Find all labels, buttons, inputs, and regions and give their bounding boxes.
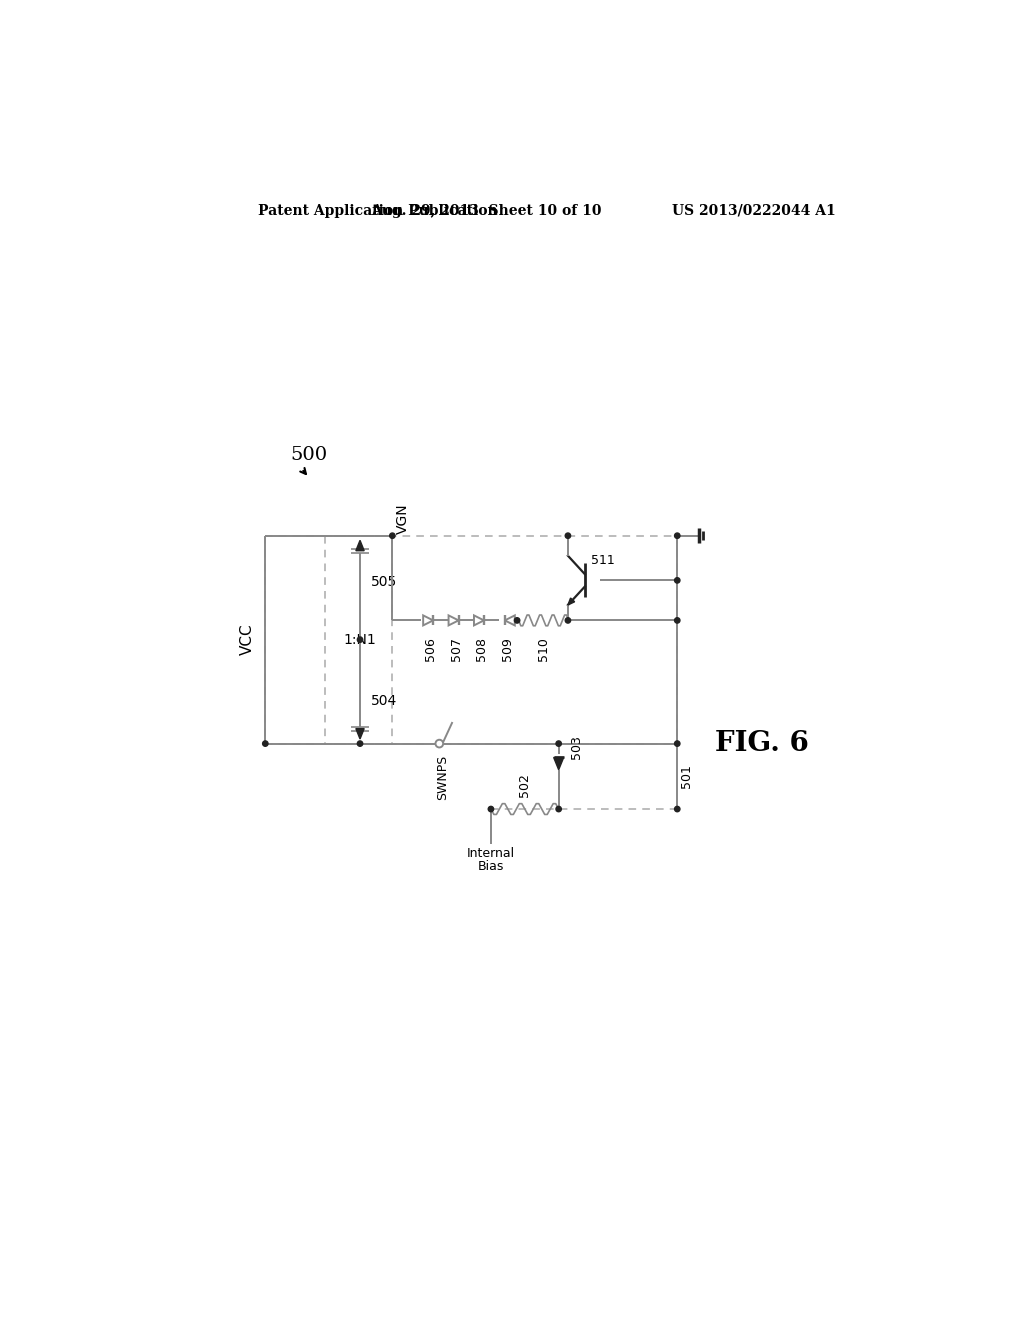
Circle shape xyxy=(675,807,680,812)
Circle shape xyxy=(565,618,570,623)
Text: SWNPS: SWNPS xyxy=(436,755,449,800)
Circle shape xyxy=(675,618,680,623)
Circle shape xyxy=(675,578,680,583)
Text: VCC: VCC xyxy=(240,624,255,656)
Text: 1:N1: 1:N1 xyxy=(344,632,377,647)
Polygon shape xyxy=(554,758,563,770)
Circle shape xyxy=(390,533,395,539)
Text: 510: 510 xyxy=(538,638,550,661)
Text: Internal: Internal xyxy=(467,847,515,861)
Polygon shape xyxy=(568,598,574,605)
Circle shape xyxy=(556,741,561,746)
Circle shape xyxy=(675,533,680,539)
Text: Bias: Bias xyxy=(478,859,504,873)
Text: 506: 506 xyxy=(424,638,437,661)
Text: FIG. 6: FIG. 6 xyxy=(715,730,809,758)
Text: 509: 509 xyxy=(501,638,514,661)
Text: Patent Application Publication: Patent Application Publication xyxy=(258,203,498,218)
Text: US 2013/0222044 A1: US 2013/0222044 A1 xyxy=(673,203,837,218)
Text: 500: 500 xyxy=(291,446,328,463)
Circle shape xyxy=(262,741,268,746)
Text: 503: 503 xyxy=(570,735,584,759)
Text: 511: 511 xyxy=(591,554,614,566)
Text: 505: 505 xyxy=(371,576,397,589)
Circle shape xyxy=(565,533,570,539)
Text: VGN: VGN xyxy=(395,503,410,535)
Circle shape xyxy=(675,741,680,746)
Circle shape xyxy=(435,739,443,747)
Circle shape xyxy=(556,807,561,812)
Polygon shape xyxy=(356,729,365,739)
Circle shape xyxy=(488,807,494,812)
Circle shape xyxy=(514,618,520,623)
Text: 502: 502 xyxy=(518,772,531,797)
Text: 508: 508 xyxy=(475,638,488,661)
Polygon shape xyxy=(356,540,365,550)
Circle shape xyxy=(357,741,362,746)
Circle shape xyxy=(357,638,362,643)
Text: 507: 507 xyxy=(450,638,463,661)
Text: 504: 504 xyxy=(371,694,397,709)
Text: Aug. 29, 2013  Sheet 10 of 10: Aug. 29, 2013 Sheet 10 of 10 xyxy=(371,203,601,218)
Text: 501: 501 xyxy=(680,764,693,788)
